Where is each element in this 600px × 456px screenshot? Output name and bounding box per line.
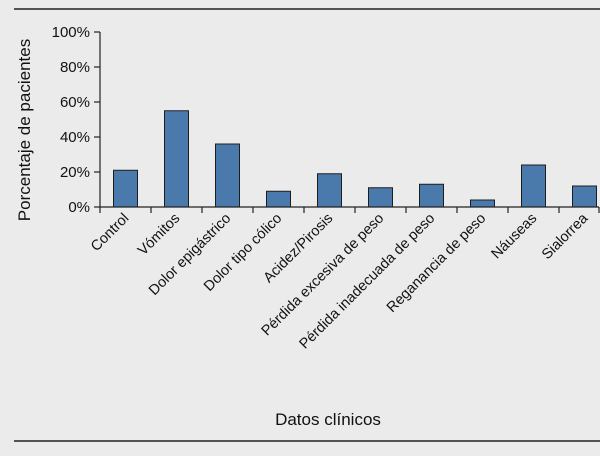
bar xyxy=(215,143,240,208)
y-axis: 0% 20% 40% 60% 80% 100% xyxy=(52,24,101,216)
bar xyxy=(266,190,291,208)
bar xyxy=(572,185,597,208)
y-axis-label: Porcentaje de pacientes xyxy=(15,39,34,221)
y-tick-label: 100% xyxy=(52,24,90,41)
y-tick-label: 80% xyxy=(60,59,90,76)
bar xyxy=(317,173,342,208)
bar xyxy=(113,169,138,208)
bar xyxy=(419,183,444,208)
x-tick-label: Sialorrea xyxy=(539,210,592,263)
y-tick-label: 40% xyxy=(60,129,90,146)
bar xyxy=(164,110,189,208)
y-tick-label: 60% xyxy=(60,94,90,111)
bar xyxy=(470,199,495,208)
bar xyxy=(368,187,393,208)
x-tick-label: Náuseas xyxy=(489,211,541,263)
x-tick-label: Control xyxy=(88,211,132,255)
bars xyxy=(113,110,597,208)
x-axis-label: Datos clínicos xyxy=(275,410,381,429)
x-tick-label: Vómitos xyxy=(135,211,183,259)
x-tick-label: Reganancia de peso xyxy=(384,211,489,316)
bar xyxy=(521,164,546,208)
y-tick-label: 20% xyxy=(60,164,90,181)
y-tick-label: 0% xyxy=(68,199,90,216)
